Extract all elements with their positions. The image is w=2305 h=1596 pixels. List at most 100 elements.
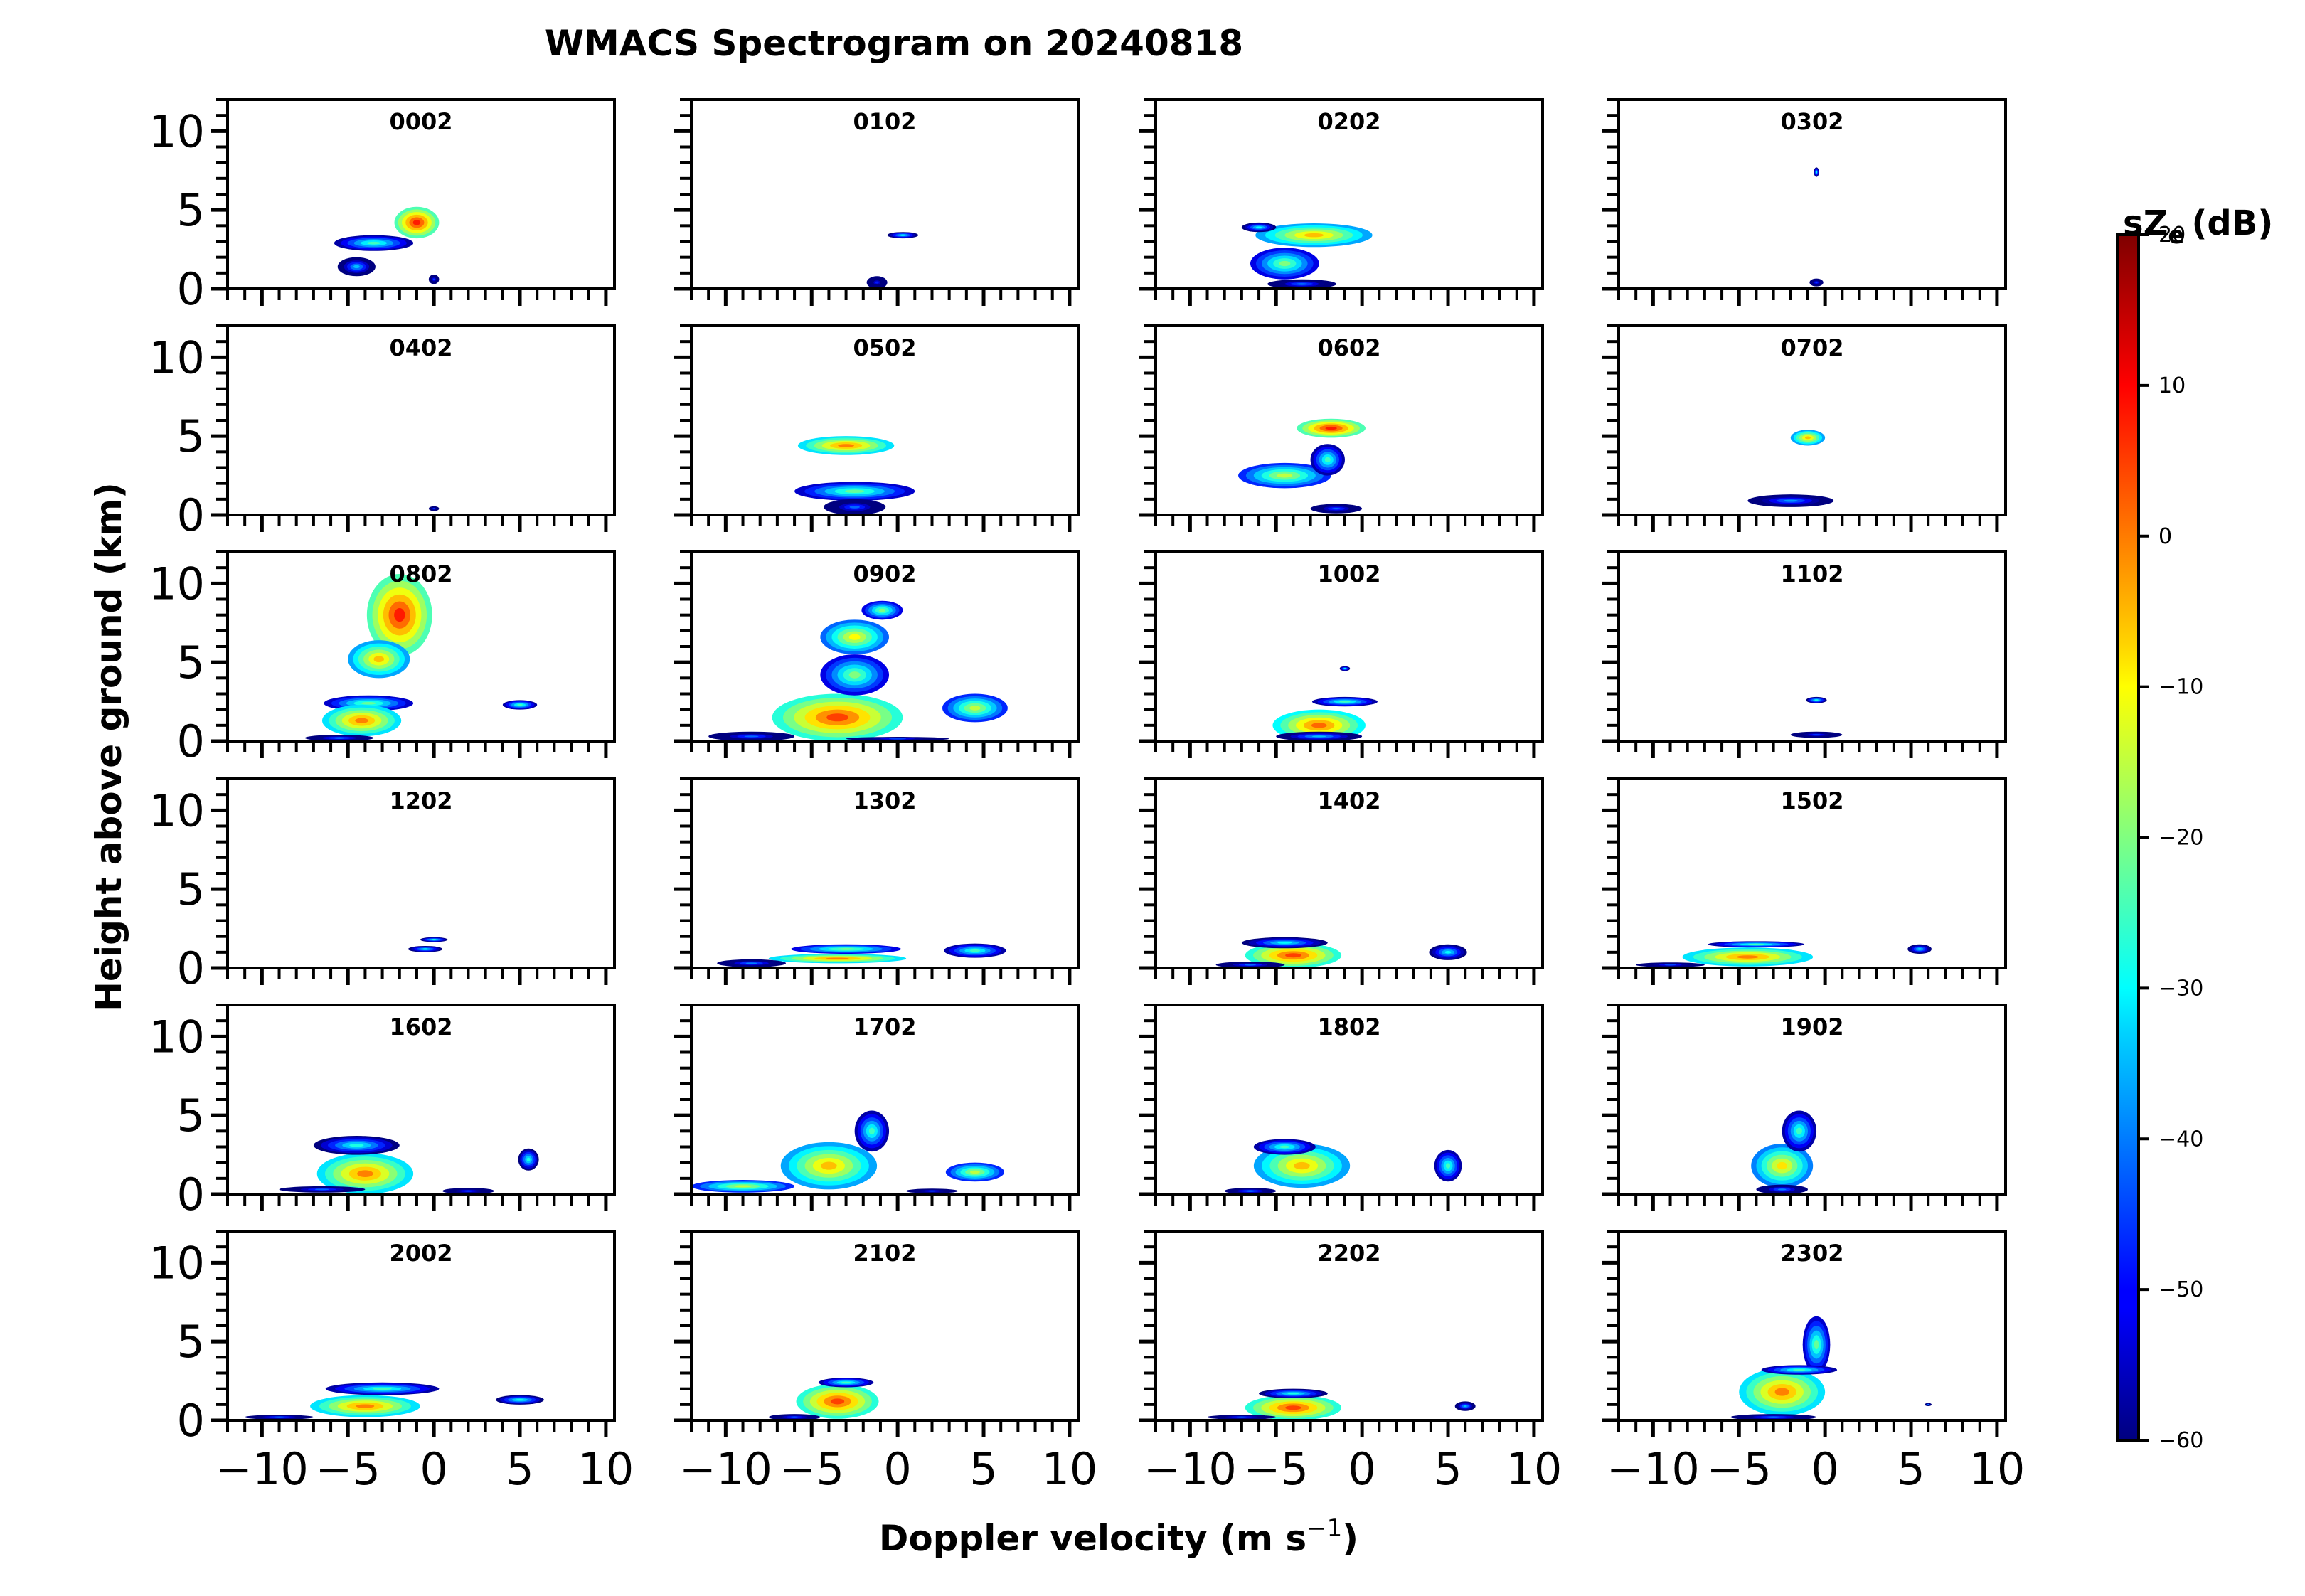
spectrogram-blob <box>432 278 435 280</box>
x-tick-label: 10 <box>1041 1443 1097 1495</box>
x-axis-label-text: Doppler velocity (m s <box>879 1518 1306 1559</box>
spectrogram-blob <box>431 939 437 941</box>
spectrogram-panel: 0802 0 5 10 <box>149 550 616 767</box>
spectrogram-blob <box>1311 723 1327 728</box>
spectrogram-panel: 0102 <box>674 98 1080 306</box>
y-tick-label: 0 <box>177 1169 205 1220</box>
spectrogram-panel: 2102 −10 −5 0 5 10 <box>674 1230 1097 1495</box>
spectrogram-blob <box>1783 499 1798 502</box>
x-tick-label: 5 <box>506 1443 533 1495</box>
x-tick-label: 10 <box>577 1443 634 1495</box>
spectrogram-blob <box>273 1416 285 1418</box>
panel-time-label: 1902 <box>1780 1014 1843 1041</box>
panel-time-label: 2302 <box>1780 1240 1843 1267</box>
colorbar-tick-label: −20 <box>2158 826 2203 851</box>
spectrogram-blob <box>1815 282 1818 284</box>
spectrogram-panel: 2002 0 5 10 −10 −5 0 5 10 <box>149 1230 634 1495</box>
y-tick-label: 5 <box>177 410 205 462</box>
y-tick-label: 5 <box>177 863 205 915</box>
x-tick-label: −10 <box>1144 1443 1237 1495</box>
panel-data <box>768 1378 879 1420</box>
spectrogram-blob <box>1296 283 1308 285</box>
panel-time-label: 0502 <box>853 334 916 361</box>
panel-time-label: 1702 <box>853 1014 916 1041</box>
panel-time-label: 2202 <box>1317 1240 1380 1267</box>
spectrogram-panel: 1402 <box>1139 777 1544 985</box>
spectrogram-blob <box>1256 226 1262 228</box>
panel-time-label: 2002 <box>389 1240 452 1267</box>
spectrogram-blob <box>790 1416 799 1418</box>
spectrogram-panel: 1202 0 5 10 <box>149 777 616 994</box>
panel-data <box>1272 666 1378 741</box>
spectrogram-panel: 0602 <box>1139 324 1544 532</box>
spectrogram-blob <box>1814 1339 1819 1350</box>
colorbar-tick-label: 0 <box>2158 524 2172 549</box>
x-tick-label: 0 <box>1348 1443 1375 1495</box>
panel-data <box>1224 1139 1462 1194</box>
spectrogram-panel: 1902 <box>1602 1004 2007 1211</box>
panel-grid: 0002 0 5 10 0102 0202 0302 0402 0 5 10 0502 0602 0702… <box>149 98 2025 1495</box>
spectrogram-panel: 0902 <box>674 550 1080 758</box>
spectrogram-blob <box>1324 457 1331 463</box>
panel-time-label: 1502 <box>1780 787 1843 814</box>
y-tick-label: 5 <box>177 1090 205 1142</box>
spectrogram-blob <box>373 1388 392 1390</box>
spectrogram-blob <box>875 281 879 284</box>
x-tick-label: −5 <box>1707 1443 1772 1495</box>
figure-title: WMACS Spectrogram on 20240818 <box>545 23 1243 64</box>
spectrogram-blob <box>356 1404 375 1408</box>
spectrogram-blob <box>353 265 360 269</box>
spectrogram-blob <box>745 962 757 964</box>
spectrogram-blob <box>1279 1145 1290 1149</box>
spectrogram-blob <box>314 1188 330 1191</box>
x-axis-label-superscript: −1 <box>1306 1514 1342 1543</box>
panel-time-label: 0102 <box>853 108 916 135</box>
spectrogram-blob <box>412 220 421 225</box>
spectrogram-panel: 1702 <box>674 1004 1080 1211</box>
panel-data <box>304 574 538 741</box>
panel-data <box>1207 1388 1476 1420</box>
panel-time-label: 1102 <box>1780 560 1843 587</box>
x-tick-label: 0 <box>1811 1443 1838 1495</box>
spectrogram-panel: 1502 <box>1602 777 2007 985</box>
spectrogram-blob <box>1304 233 1324 238</box>
colorbar-tick-label: −10 <box>2158 675 2203 700</box>
spectrogram-blob <box>848 671 861 679</box>
spectrogram-blob <box>841 1381 851 1383</box>
panel-time-label: 0702 <box>1780 334 1843 361</box>
spectrogram-blob <box>1816 171 1818 174</box>
spectrogram-panel: 1302 <box>674 777 1080 985</box>
spectrogram-blob <box>1294 1161 1310 1170</box>
x-tick-label: 5 <box>969 1443 997 1495</box>
y-tick-label: 10 <box>149 105 205 157</box>
spectrogram-blob <box>830 1398 845 1405</box>
spectrogram-blob <box>1777 1161 1787 1170</box>
panel-time-label: 1302 <box>853 787 916 814</box>
colorbar-label-subscript: e <box>2168 221 2184 250</box>
colorbar-tick-label: −60 <box>2158 1428 2203 1453</box>
spectrogram-blob <box>355 718 368 723</box>
spectrogram-blob <box>848 634 861 640</box>
panel-data <box>1790 696 1843 738</box>
panel-data <box>1730 1316 1932 1420</box>
spectrogram-blob <box>1793 1368 1806 1371</box>
spectrogram-blob <box>1927 1403 1929 1405</box>
panel-time-label: 0302 <box>1780 108 1843 135</box>
panel-data <box>708 600 1008 741</box>
spectrogram-blob <box>1804 436 1811 440</box>
spectrogram-blob <box>373 656 385 663</box>
spectrogram-blob <box>1279 260 1291 267</box>
y-tick-label: 10 <box>149 1237 205 1289</box>
spectrogram-blob <box>1285 1405 1301 1410</box>
x-tick-label: −5 <box>1244 1443 1309 1495</box>
panel-time-label: 0902 <box>853 560 916 587</box>
spectrogram-panel: 0402 0 5 10 <box>149 324 616 541</box>
panel-time-label: 1402 <box>1317 787 1380 814</box>
colorbar-label-main: sZ <box>2123 203 2168 243</box>
y-tick-label: 10 <box>149 1011 205 1063</box>
x-tick-label: −10 <box>1607 1443 1700 1495</box>
x-tick-label: 5 <box>1897 1443 1925 1495</box>
x-tick-label: −5 <box>316 1443 380 1495</box>
spectrogram-blob <box>826 713 848 722</box>
y-tick-label: 5 <box>177 637 205 688</box>
